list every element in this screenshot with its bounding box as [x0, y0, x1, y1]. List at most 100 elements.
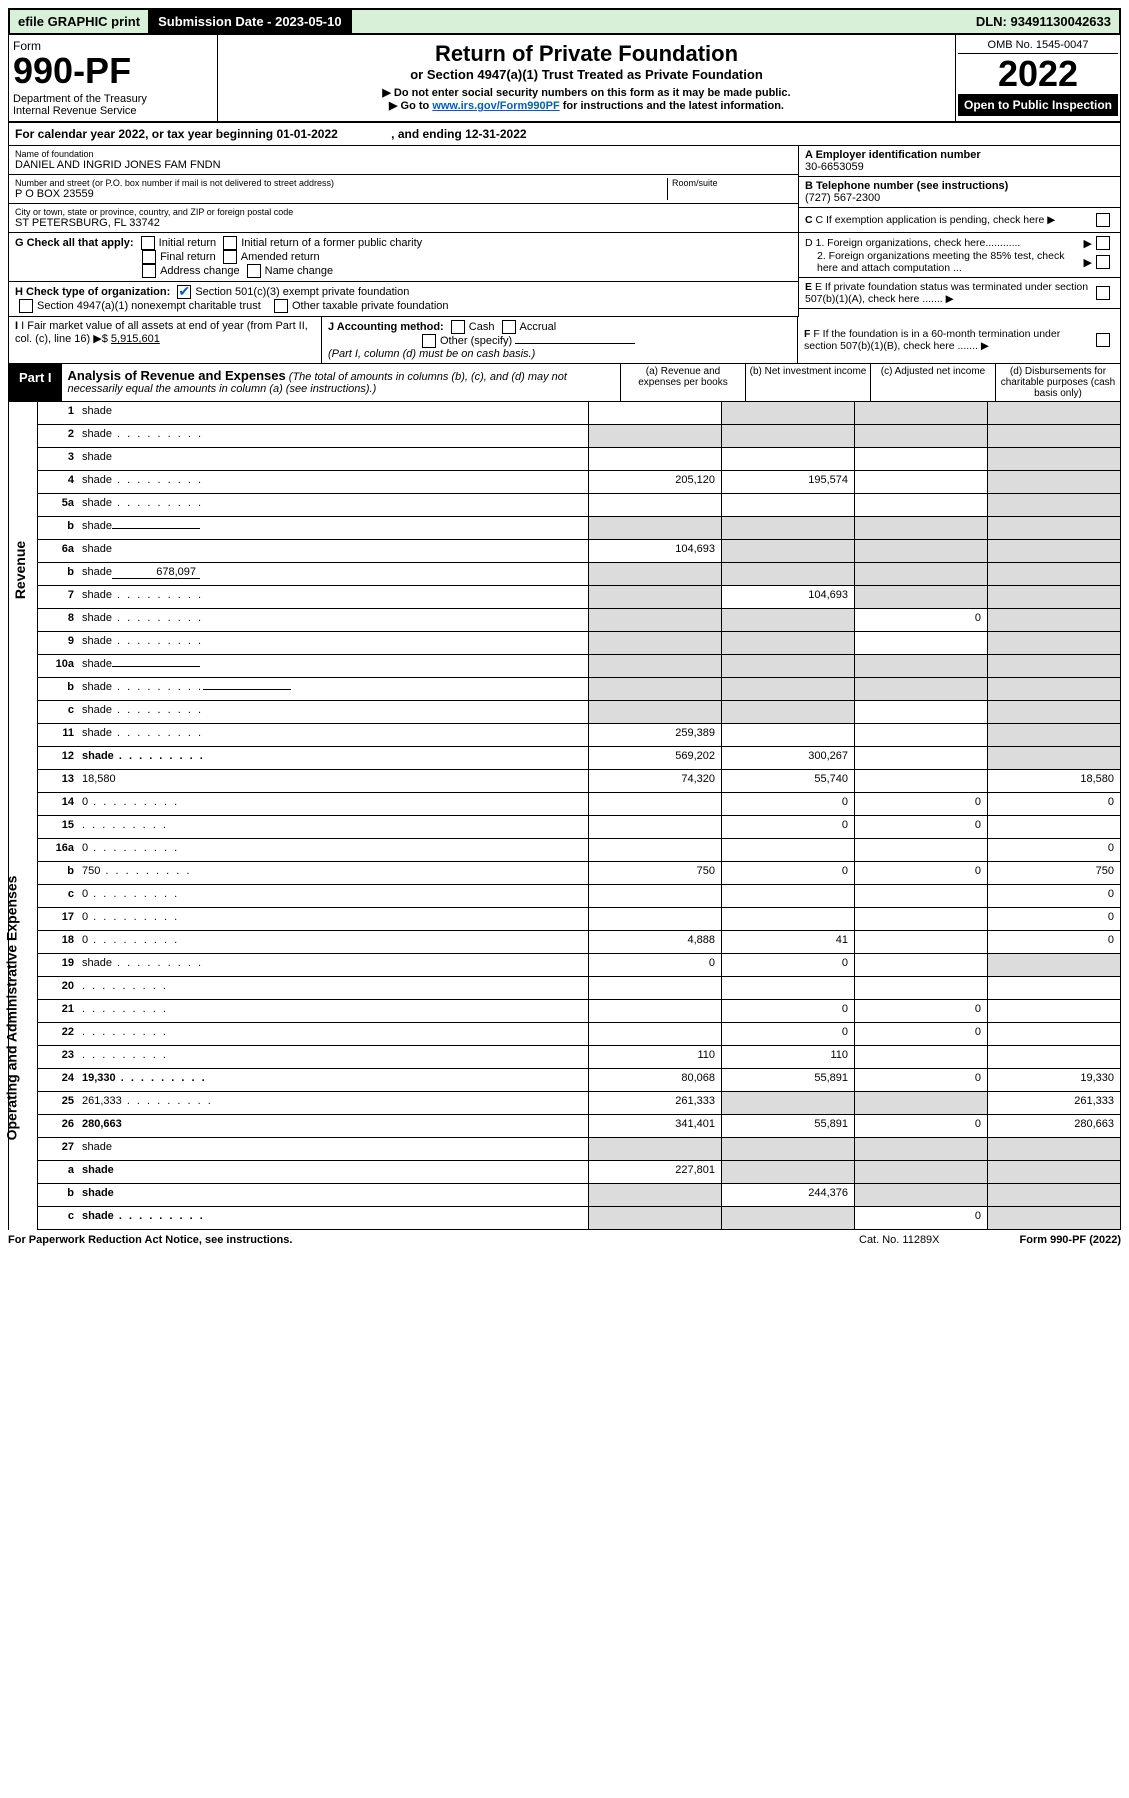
line-description: 18,580	[78, 770, 588, 792]
cell-value: 55,891	[721, 1115, 854, 1137]
cell-value	[721, 448, 854, 470]
accrual-checkbox[interactable]	[502, 320, 516, 334]
form-number: 990-PF	[13, 53, 213, 89]
line-number: 24	[38, 1069, 78, 1091]
cell-value	[987, 977, 1120, 999]
final-return-checkbox[interactable]	[142, 250, 156, 264]
cell-value	[987, 540, 1120, 562]
inline-value	[112, 666, 200, 667]
cash-checkbox[interactable]	[451, 320, 465, 334]
cell-value: 259,389	[588, 724, 721, 746]
cell-value: 110	[721, 1046, 854, 1068]
cell-value	[588, 632, 721, 654]
60month-checkbox[interactable]	[1096, 333, 1110, 347]
line-number: b	[38, 517, 78, 539]
cell-value	[987, 701, 1120, 723]
cell-value	[588, 448, 721, 470]
cell-value: 18,580	[987, 770, 1120, 792]
cell-value: 0	[854, 1115, 987, 1137]
cell-value	[854, 839, 987, 861]
line-description: shade	[78, 448, 588, 470]
85pct-checkbox[interactable]	[1096, 255, 1110, 269]
cell-value	[588, 977, 721, 999]
table-row: 20	[38, 977, 1120, 1000]
cell-value	[588, 609, 721, 631]
cell-value: 205,120	[588, 471, 721, 493]
info-section: Name of foundation DANIEL AND INGRID JON…	[8, 146, 1121, 317]
table-row: 7shade104,693	[38, 586, 1120, 609]
name-change-checkbox[interactable]	[247, 264, 261, 278]
d2-label: 2. Foreign organizations meeting the 85%…	[805, 250, 1084, 274]
efile-label: efile GRAPHIC print	[10, 10, 150, 33]
revenue-side-label: Revenue	[12, 541, 28, 599]
line-number: 19	[38, 954, 78, 976]
cell-value	[987, 816, 1120, 838]
cell-value	[721, 425, 854, 447]
cell-value: 80,068	[588, 1069, 721, 1091]
cell-value	[588, 1023, 721, 1045]
line-description	[78, 1046, 588, 1068]
cell-value	[721, 678, 854, 700]
line-number: b	[38, 862, 78, 884]
line-number: 9	[38, 632, 78, 654]
cell-value	[987, 1184, 1120, 1206]
addr-label: Number and street (or P.O. box number if…	[15, 178, 667, 188]
table-row: 12shade569,202300,267	[38, 747, 1120, 770]
4947-checkbox[interactable]	[19, 299, 33, 313]
cell-value	[721, 724, 854, 746]
inline-value	[203, 689, 291, 690]
cell-value	[854, 885, 987, 907]
initial-former-checkbox[interactable]	[223, 236, 237, 250]
cell-value	[987, 563, 1120, 585]
cell-value: 0	[854, 1069, 987, 1091]
cell-value	[721, 494, 854, 516]
ein-label: A Employer identification number	[805, 149, 981, 161]
cell-value: 0	[721, 862, 854, 884]
room-label: Room/suite	[672, 178, 792, 188]
terminated-checkbox[interactable]	[1096, 286, 1110, 300]
cell-value: 195,574	[721, 471, 854, 493]
cell-value	[854, 747, 987, 769]
cell-value	[854, 655, 987, 677]
other-taxable-checkbox[interactable]	[274, 299, 288, 313]
other-method-checkbox[interactable]	[422, 334, 436, 348]
initial-return-checkbox[interactable]	[141, 236, 155, 250]
cell-value: 0	[721, 954, 854, 976]
table-row: cshade	[38, 701, 1120, 724]
cell-value	[721, 563, 854, 585]
cell-value: 0	[854, 1023, 987, 1045]
instructions-link[interactable]: www.irs.gov/Form990PF	[432, 100, 559, 112]
cell-value	[588, 1138, 721, 1160]
table-row: cshade0	[38, 1207, 1120, 1230]
cell-value	[721, 908, 854, 930]
cell-value	[588, 793, 721, 815]
table-row: bshade	[38, 678, 1120, 701]
cell-value	[588, 1000, 721, 1022]
foreign-org-checkbox[interactable]	[1096, 236, 1110, 250]
cell-value: 0	[854, 609, 987, 631]
exemption-pending-checkbox[interactable]	[1096, 213, 1110, 227]
line-description: 19,330	[78, 1069, 588, 1091]
line-description: shade	[78, 402, 588, 424]
line-description: 261,333	[78, 1092, 588, 1114]
line-number: 2	[38, 425, 78, 447]
cell-value	[588, 1184, 721, 1206]
cell-value	[854, 563, 987, 585]
line-number: 14	[38, 793, 78, 815]
line-number: 8	[38, 609, 78, 631]
501c3-checkbox[interactable]	[177, 285, 191, 299]
cell-value	[588, 402, 721, 424]
cell-value	[854, 1046, 987, 1068]
line-description: shade	[78, 632, 588, 654]
amended-return-checkbox[interactable]	[223, 250, 237, 264]
cell-value	[987, 425, 1120, 447]
line-number: 4	[38, 471, 78, 493]
cell-value	[588, 586, 721, 608]
address-change-checkbox[interactable]	[142, 264, 156, 278]
cell-value: 110	[588, 1046, 721, 1068]
line-description: 0	[78, 908, 588, 930]
table-row: 25261,333261,333261,333	[38, 1092, 1120, 1115]
line-description: shade	[78, 1207, 588, 1229]
line-number: 6a	[38, 540, 78, 562]
inline-value: 678,097	[112, 566, 200, 579]
